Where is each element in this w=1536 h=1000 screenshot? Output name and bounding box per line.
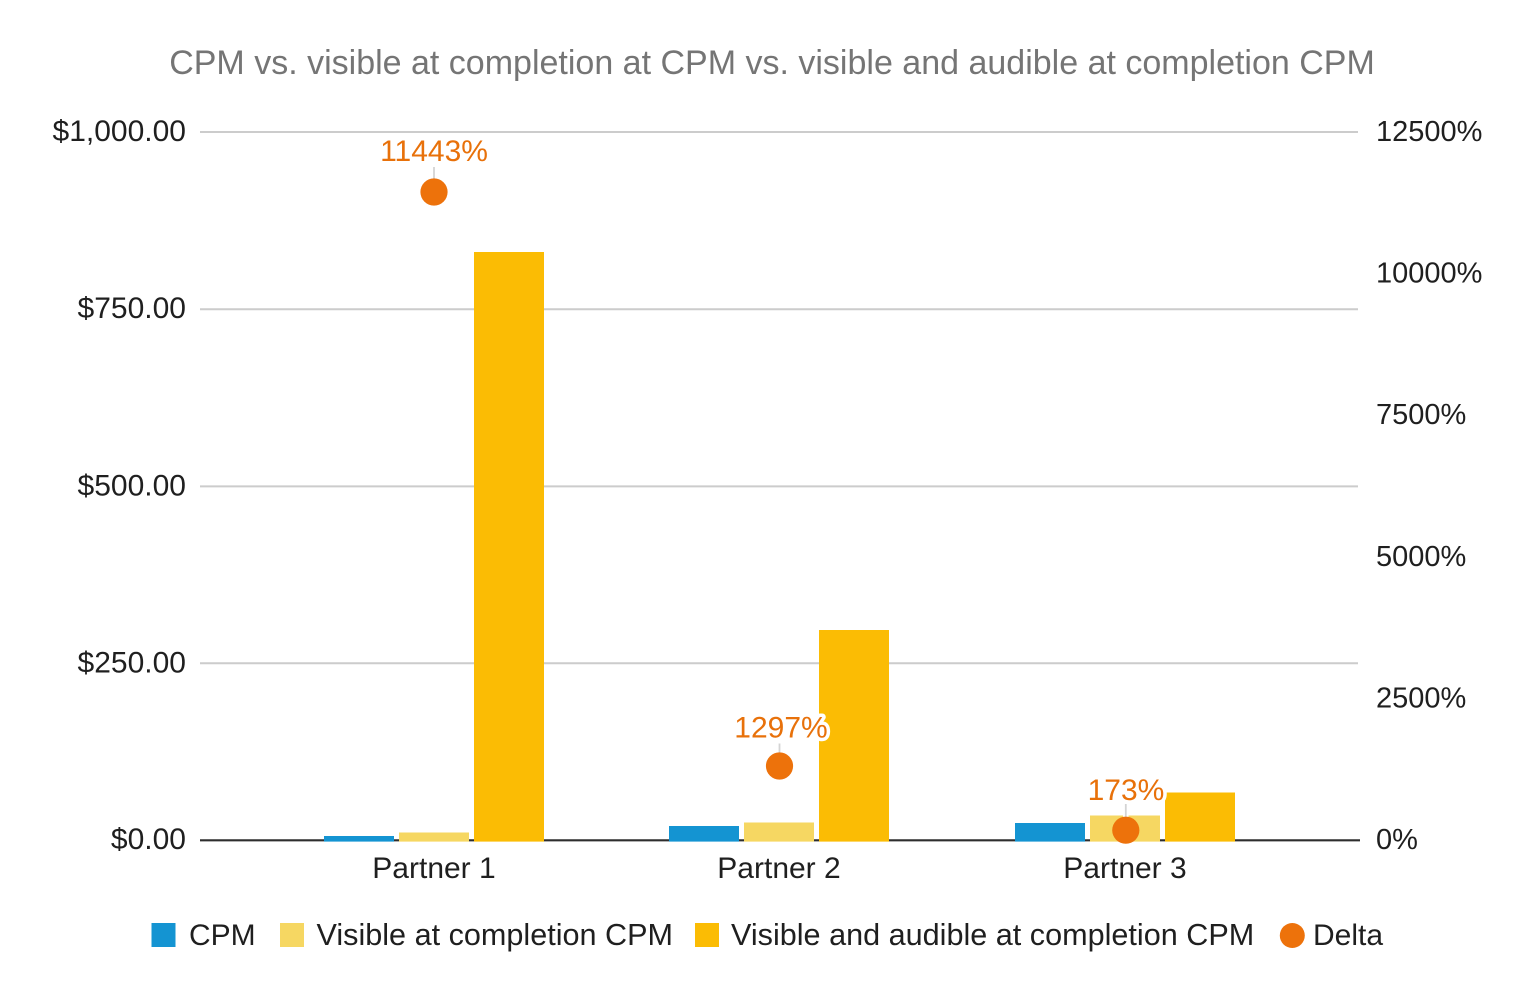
svg-text:$250.00: $250.00 [78,646,186,679]
svg-text:5000%: 5000% [1376,541,1466,573]
svg-text:$500.00: $500.00 [78,469,186,502]
svg-text:12500%: 12500% [1376,116,1482,148]
svg-text:10000%: 10000% [1376,258,1482,290]
svg-text:173%: 173% [1088,774,1165,807]
svg-text:1297%: 1297% [734,712,827,745]
svg-text:Visible and audible at complet: Visible and audible at completion CPM [731,918,1254,952]
svg-text:$750.00: $750.00 [78,292,186,325]
svg-text:Visible at completion CPM: Visible at completion CPM [317,918,674,952]
svg-text:11443%: 11443% [380,135,488,168]
svg-text:$0.00: $0.00 [111,823,186,856]
svg-text:0%: 0% [1376,824,1418,856]
svg-text:Delta: Delta [1313,919,1383,952]
svg-text:7500%: 7500% [1376,399,1466,431]
svg-text:2500%: 2500% [1376,682,1466,714]
svg-text:CPM vs. visible at completion: CPM vs. visible at completion at CPM vs.… [169,44,1375,82]
svg-text:CPM: CPM [189,919,256,952]
svg-text:Partner 2: Partner 2 [717,852,840,885]
svg-text:$1,000.00: $1,000.00 [53,115,186,148]
svg-text:Partner 3: Partner 3 [1063,852,1186,885]
svg-text:Partner 1: Partner 1 [372,852,495,885]
